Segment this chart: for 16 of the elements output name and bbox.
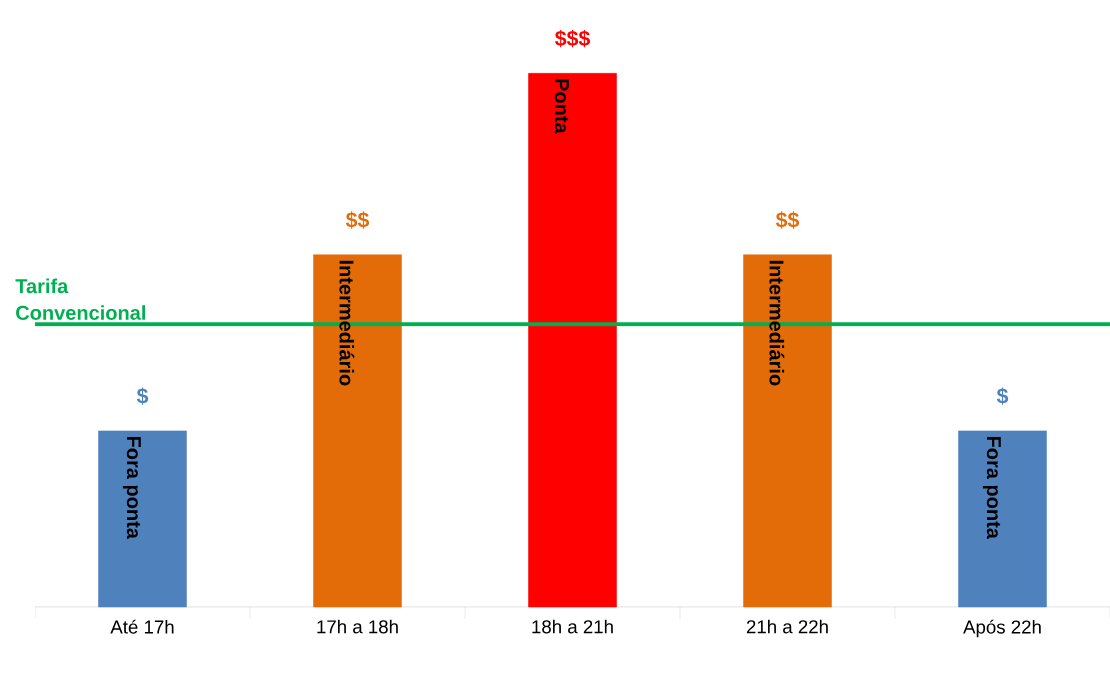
annotation: $ [136,387,149,405]
x-tick-label: 17h a 18h [317,619,398,634]
annotation: Intermediário [769,260,785,386]
annotation: Fora ponta [122,436,141,540]
ref-line-label: Tarifa Convencional [15,278,145,320]
annotation: $$ [775,211,800,229]
annotation: Ponta [554,79,569,134]
x-tick-label: 21h a 22h [746,619,828,634]
annotation: Intermediário [339,260,355,386]
x-tick-label: Após 22h [963,619,1041,638]
x-tick-label: Até 17h [110,619,174,634]
x-tick-label: 18h a 21h [532,619,613,634]
annotation: $$ [345,211,370,229]
annotation: Fora ponta [982,436,1001,540]
annotation: $ [996,387,1009,405]
annotation: $$$ [554,29,590,48]
